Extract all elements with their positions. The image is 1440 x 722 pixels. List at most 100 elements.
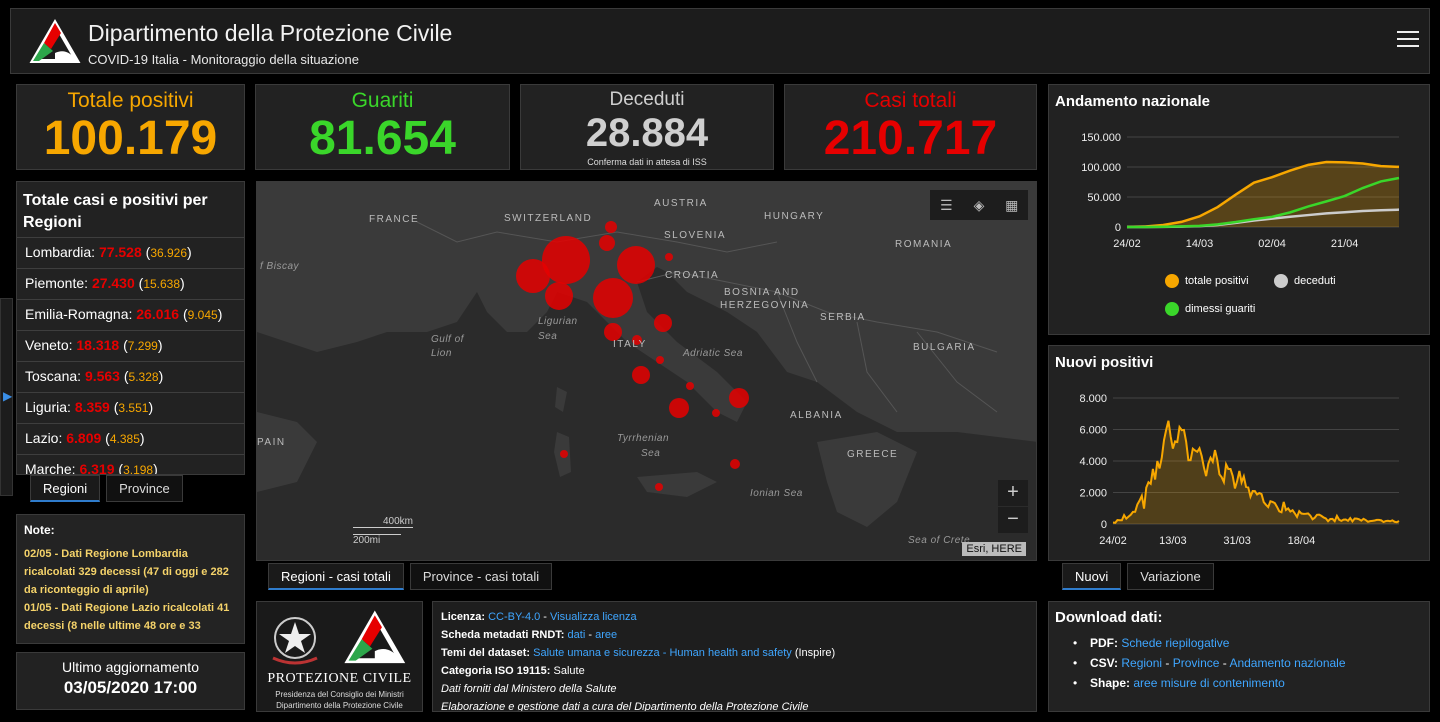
tab-regioni[interactable]: Regioni	[30, 475, 101, 502]
map-country-label: ITALY	[613, 339, 647, 350]
app-header: Dipartimento della Protezione Civile COV…	[10, 8, 1430, 74]
region-positive: 3.551	[118, 401, 149, 415]
case-bubble[interactable]	[545, 282, 573, 310]
legend-item[interactable]: dimessi guariti	[1165, 302, 1255, 316]
map-sea-label: Sea	[538, 331, 558, 342]
app-subtitle: COVID-19 Italia - Monitoraggio della sit…	[88, 52, 359, 67]
label: Shape:	[1090, 676, 1131, 690]
region-positive: 5.328	[128, 370, 159, 384]
info-categoria: Categoria ISO 19115: Salute	[441, 662, 1028, 680]
region-row[interactable]: Emilia-Romagna: 26.016 (9.045)	[17, 299, 244, 330]
tab-variazione[interactable]: Variazione	[1127, 563, 1214, 590]
case-bubble[interactable]	[656, 356, 664, 364]
license-link[interactable]: CC-BY-4.0	[488, 611, 541, 623]
pdf-link[interactable]: Schede riepilogative	[1121, 636, 1230, 650]
region-row[interactable]: Lombardia: 77.528 (36.926)	[17, 237, 244, 268]
info-scheda: Scheda metadati RNDT: dati - aree	[441, 626, 1028, 644]
zoom-out-button[interactable]: −	[998, 507, 1028, 533]
region-row[interactable]: Veneto: 18.318 (7.299)	[17, 330, 244, 361]
case-bubble[interactable]	[604, 323, 622, 341]
temi-link[interactable]: Salute umana e sicurezza - Human health …	[533, 647, 792, 659]
case-bubble[interactable]	[542, 236, 590, 284]
csv-andamento-link[interactable]: Andamento nazionale	[1229, 656, 1346, 670]
legend-item[interactable]: totale positivi	[1165, 274, 1249, 288]
map-sea-label: Ionian Sea	[750, 488, 803, 499]
case-bubble[interactable]	[593, 278, 633, 318]
case-bubble[interactable]	[712, 409, 720, 417]
map-sea-label: Tyrrhenian	[617, 433, 670, 444]
case-bubble[interactable]	[605, 221, 617, 233]
y-tick-label: 50.000	[1087, 192, 1121, 204]
y-tick-label: 8.000	[1079, 393, 1107, 405]
map-country-label: SLOVENIA	[664, 230, 727, 241]
case-bubble[interactable]	[560, 450, 568, 458]
region-row[interactable]: Liguria: 8.359 (3.551)	[17, 392, 244, 423]
download-csv: CSV: Regioni - Province - Andamento nazi…	[1073, 653, 1429, 673]
map-view[interactable]: FRANCE SWITZERLAND AUSTRIA HUNGARY SLOVENIA R…	[256, 181, 1037, 561]
layers-icon[interactable]: ◈	[973, 197, 985, 213]
case-bubble[interactable]	[617, 246, 655, 284]
case-bubble[interactable]	[516, 259, 550, 293]
map-country-label: BOSNIA AND	[724, 287, 800, 298]
note-item: 01/05 - Dati Regione Lazio ricalcolati 4…	[24, 602, 230, 632]
rndt-dati-link[interactable]: dati	[567, 629, 586, 641]
basemap-gallery-icon[interactable]: ▦	[1005, 197, 1019, 213]
new-positives-chart-panel: Nuovi positivi 0 2.000 4.000 6.000 8.000 24/0…	[1048, 345, 1430, 561]
regions-tabbar: Regioni Province	[30, 475, 183, 502]
zoom-in-button[interactable]: +	[998, 480, 1028, 506]
x-tick-label: 18/04	[1288, 535, 1316, 547]
case-bubble[interactable]	[665, 253, 673, 261]
notes-title: Note:	[24, 523, 55, 537]
stat-label: Guariti	[351, 89, 414, 112]
region-positive: 7.299	[127, 339, 158, 353]
x-tick-label: 14/03	[1186, 238, 1214, 250]
stat-deceduti: Deceduti 28.884 Conferma dati in attesa …	[520, 84, 774, 170]
csv-province-link[interactable]: Province	[1172, 656, 1220, 670]
region-row[interactable]: Lazio: 6.809 (4.385)	[17, 423, 244, 454]
region-row[interactable]: Toscana: 9.563 (5.328)	[17, 361, 244, 392]
view-license-link[interactable]: Visualizza licenza	[550, 611, 637, 623]
side-panel-toggle[interactable]: ▶	[0, 298, 13, 496]
download-shape: Shape: aree misure di contenimento	[1073, 673, 1429, 693]
case-bubble[interactable]	[730, 459, 740, 469]
case-bubble[interactable]	[654, 314, 672, 332]
case-bubble[interactable]	[669, 398, 689, 418]
legend-item[interactable]: deceduti	[1274, 274, 1336, 288]
last-update-panel: Ultimo aggiornamento 03/05/2020 17:00	[16, 652, 245, 710]
region-total: 8.359	[74, 399, 110, 415]
region-total: 27.430	[91, 275, 135, 291]
stat-value: 28.884	[585, 111, 709, 155]
region-total: 9.563	[84, 368, 120, 384]
region-row[interactable]: Piemonte: 27.430 (15.638)	[17, 268, 244, 299]
shape-link[interactable]: aree misure di contenimento	[1133, 676, 1285, 690]
legend-list-icon[interactable]: ☰	[940, 197, 953, 213]
sep: -	[1219, 656, 1230, 670]
notes-panel: Note: 02/05 - Dati Regione Lombardia ric…	[16, 514, 245, 644]
map-tabbar: Regioni - casi totali Province - casi to…	[268, 563, 553, 590]
tab-nuovi[interactable]: Nuovi	[1062, 563, 1122, 590]
map-scale: 400km 200mi	[353, 516, 413, 546]
tab-regioni-casi-totali[interactable]: Regioni - casi totali	[268, 563, 404, 590]
regions-list-panel: Totale casi e positivi per Regioni Lomba…	[16, 181, 245, 475]
x-tick-label: 24/02	[1113, 238, 1141, 250]
tab-province-casi-totali[interactable]: Province - casi totali	[409, 563, 553, 590]
case-bubble[interactable]	[655, 483, 663, 491]
tab-province[interactable]: Province	[106, 475, 183, 502]
stat-value: 81.654	[309, 112, 456, 165]
case-bubble[interactable]	[632, 335, 642, 345]
scale-mi: 200mi	[353, 534, 401, 546]
map-attribution[interactable]: Esri, HERE	[962, 542, 1026, 556]
case-bubble[interactable]	[686, 382, 694, 390]
region-name: Toscana:	[25, 368, 82, 384]
series-line	[1126, 176, 1400, 229]
rndt-aree-link[interactable]: aree	[595, 629, 618, 641]
region-row[interactable]: Marche: 6.319 (3.198)	[17, 454, 244, 474]
logo-line-1: Presidenza del Consiglio dei Ministri	[275, 690, 404, 699]
case-bubble[interactable]	[599, 235, 615, 251]
map-country-label: SWITZERLAND	[504, 213, 593, 224]
hamburger-menu-icon[interactable]	[1397, 31, 1419, 51]
csv-regioni-link[interactable]: Regioni	[1121, 656, 1163, 670]
label: CSV:	[1090, 656, 1119, 670]
case-bubble[interactable]	[632, 366, 650, 384]
case-bubble[interactable]	[729, 388, 749, 408]
